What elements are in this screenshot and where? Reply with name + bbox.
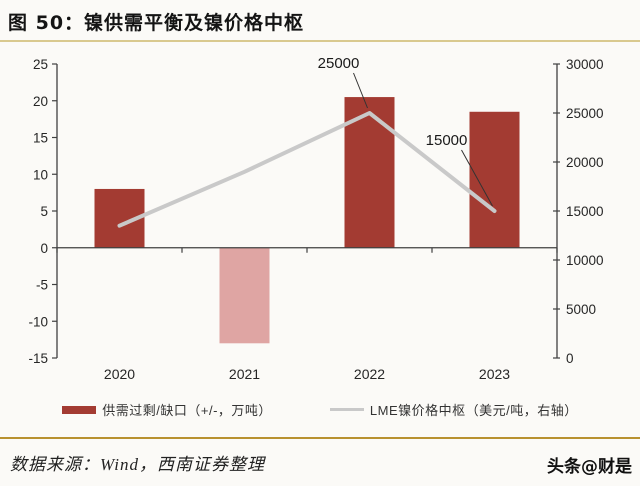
legend-label-line-series: LME镍价格中枢（美元/吨，右轴）: [369, 403, 578, 418]
right-axis-tick-label: 0: [566, 351, 574, 366]
left-axis-tick-label: -5: [36, 278, 48, 293]
left-axis-tick-label: 20: [33, 94, 48, 109]
bar-series-swatch: [62, 405, 97, 414]
right-axis-tick-label: 30000: [566, 57, 604, 72]
right-axis-tick-label: 15000: [566, 204, 604, 219]
x-axis-label-2023: 2023: [479, 366, 510, 382]
left-axis-tick-label: 25: [33, 57, 48, 72]
left-axis-tick-label: -15: [28, 351, 48, 366]
right-axis-tick-label: 10000: [566, 253, 604, 268]
left-axis-tick-label: 5: [40, 204, 48, 219]
line-series-swatch: [329, 408, 364, 411]
annotation-label: 15000: [426, 132, 468, 149]
watermark: 头条@财是: [547, 457, 632, 477]
data-source-note: 数据来源：Wind，西南证券整理: [10, 455, 265, 474]
price-line: [117, 111, 497, 228]
left-axis-tick-label: 0: [40, 241, 48, 256]
x-axis-label-2021: 2021: [229, 366, 260, 382]
title-underline: [0, 40, 640, 42]
right-axis-tick-label: 20000: [566, 155, 604, 170]
legend-label-bar-series: 供需过剩/缺口（+/-，万吨）: [102, 403, 272, 418]
annotation-leader: [461, 149, 493, 207]
left-axis-tick-label: 15: [33, 131, 48, 146]
annotation-leader: [353, 72, 368, 109]
bar-2021: [219, 247, 270, 344]
footer-rule: [0, 437, 640, 439]
annotation-label: 25000: [318, 55, 360, 72]
chart-legend: 供需过剩/缺口（+/-，万吨） LME镍价格中枢（美元/吨，右轴）: [0, 400, 640, 419]
bar-2023: [469, 111, 520, 248]
left-axis-tick-label: -10: [28, 314, 48, 329]
x-axis-label-2020: 2020: [104, 366, 135, 382]
chart-svg: 25 20 15 10 5 0 -5 -10 -15 30000 25000 20000 15000 10…: [28, 55, 604, 382]
legend-item-bar-series: 供需过剩/缺口（+/-，万吨）: [62, 400, 272, 419]
left-axis-tick-label: 10: [33, 167, 48, 182]
right-axis-tick-label: 5000: [566, 302, 596, 317]
x-axis-label-2022: 2022: [354, 366, 385, 382]
right-axis-tick-label: 25000: [566, 106, 604, 121]
figure-title: 图 50：镍供需平衡及镍价格中枢: [8, 12, 305, 34]
legend-item-line-series: LME镍价格中枢（美元/吨，右轴）: [329, 400, 578, 419]
